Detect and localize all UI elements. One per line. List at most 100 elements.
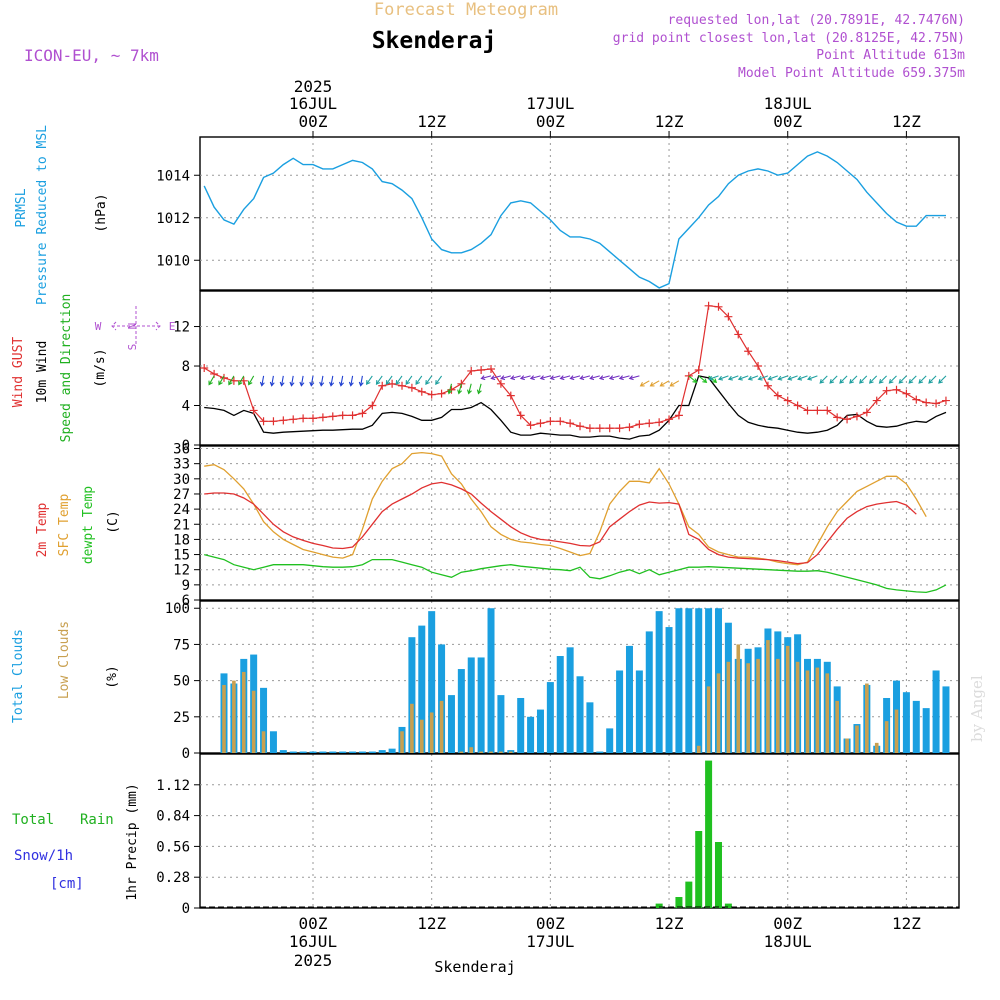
gust-marker xyxy=(922,398,931,407)
y-tick-label: 36 xyxy=(173,442,190,458)
low-cloud-bar xyxy=(429,712,434,753)
bottom-date-label: 16JUL xyxy=(289,932,337,951)
wind-direction-arrow xyxy=(447,383,453,395)
total-cloud-bar xyxy=(616,670,624,753)
total-cloud-bar xyxy=(625,645,633,753)
gust-marker xyxy=(862,408,871,417)
gust-marker xyxy=(773,391,782,400)
wind-direction-arrow xyxy=(618,375,630,381)
total-cloud-bar xyxy=(358,751,366,753)
low-cloud-bar xyxy=(815,667,820,753)
low-cloud-bar xyxy=(489,751,493,753)
low-cloud-bar xyxy=(410,703,414,753)
y-tick-label: 12 xyxy=(173,563,190,579)
gust-marker xyxy=(576,422,585,431)
wind-direction-arrow xyxy=(757,375,769,381)
gust-marker xyxy=(219,373,228,382)
gust-marker xyxy=(912,395,921,404)
gust-marker xyxy=(200,364,209,372)
wind-direction-arrow xyxy=(579,375,591,381)
gust-marker xyxy=(803,406,812,415)
wind-direction-arrow xyxy=(405,375,413,385)
gust-label: Wind GUST xyxy=(11,337,26,408)
gust-marker xyxy=(328,412,337,421)
y-tick-label: 25 xyxy=(173,710,190,726)
temp-2m-line xyxy=(204,481,917,565)
total-cloud-bar xyxy=(299,751,307,753)
total-cloud-bar xyxy=(309,751,317,753)
location-title: Skenderaj xyxy=(372,28,497,54)
y-tick-label: 1012 xyxy=(156,211,190,227)
sfc-label: SFC Temp xyxy=(57,494,72,557)
gust-marker xyxy=(674,411,683,420)
rain-bar xyxy=(705,760,713,908)
wind-direction-arrow xyxy=(819,375,828,384)
total-cloud-bar xyxy=(645,631,653,753)
wind-direction-arrow xyxy=(529,375,541,381)
gust-marker xyxy=(407,383,416,392)
gust-marker xyxy=(318,413,327,422)
prmsl-label: PRMSL xyxy=(14,188,29,227)
wind-direction-arrow xyxy=(598,375,610,381)
total-clouds-label: Total Clouds xyxy=(11,629,26,723)
wind-unit: (m/s) xyxy=(93,348,108,387)
wind-direction-arrow xyxy=(559,375,571,381)
panel-frame-2 xyxy=(199,290,960,446)
wind-direction-arrow xyxy=(375,375,383,385)
wind-direction-arrow xyxy=(777,375,788,381)
wind-direction-arrow xyxy=(839,375,848,384)
compass-s: S xyxy=(126,344,139,351)
low-cloud-bar xyxy=(776,658,780,753)
low-cloud-bar xyxy=(766,640,770,753)
plot-layer: 1010101210140481269121518212427303336025… xyxy=(156,77,960,970)
total-cloud-bar xyxy=(388,748,396,753)
gust-marker xyxy=(724,312,733,321)
y-tick-label: 1014 xyxy=(156,168,190,184)
bottom-time-label: 00Z xyxy=(536,914,565,933)
dewpoint-line xyxy=(204,553,947,594)
gust-marker xyxy=(496,379,505,388)
low-cloud-bar xyxy=(894,709,899,753)
low-cloud-bar xyxy=(499,751,503,753)
gust-marker xyxy=(299,414,308,423)
gust-marker xyxy=(249,406,258,415)
gust-marker xyxy=(516,411,525,420)
y-tick-label: 21 xyxy=(173,517,190,533)
low-cloud-bar xyxy=(874,742,879,753)
total-cloud-bar xyxy=(922,708,930,753)
model-label: ICON-EU, ~ 7km xyxy=(24,46,159,65)
y-tick-label: 18 xyxy=(173,532,190,548)
wind-direction-arrow xyxy=(358,375,364,387)
top-time-label: 00Z xyxy=(299,112,328,131)
compass-arrows xyxy=(111,306,161,346)
wind-direction-arrow xyxy=(639,380,650,387)
wind-direction-arrow xyxy=(248,375,255,386)
total-cloud-bar xyxy=(536,709,544,753)
wind-direction-arrow xyxy=(549,375,561,381)
gust-marker xyxy=(843,415,852,424)
rain-bar xyxy=(685,881,693,908)
low-cloud-bar xyxy=(726,661,731,753)
wind-direction-arrow xyxy=(878,375,887,384)
y-tick-label: 30 xyxy=(173,472,190,488)
gust-marker xyxy=(398,381,407,390)
bottom-year-label: 2025 xyxy=(294,951,333,970)
wind-direction-arrow xyxy=(898,375,907,384)
wind-direction-arrow xyxy=(698,375,708,383)
wind-direction-arrow xyxy=(928,375,937,384)
gust-marker xyxy=(259,417,268,426)
compass-w: W xyxy=(95,320,102,333)
gridpoint-coords: grid point closest lon,lat (20.8125E, 42… xyxy=(613,31,965,46)
gust-marker xyxy=(536,419,545,428)
wind-direction-arrow xyxy=(480,375,492,381)
gust-marker xyxy=(783,396,792,405)
panel-frame-5 xyxy=(199,753,960,909)
total-cloud-bar xyxy=(566,647,574,753)
top-year-label: 2025 xyxy=(294,77,333,96)
total-cloud-bar xyxy=(447,695,455,753)
wind-direction-arrow xyxy=(829,375,838,384)
gust-marker xyxy=(566,419,575,428)
gust-marker xyxy=(813,406,822,415)
gust-marker xyxy=(665,415,674,424)
wind-direction-arrow xyxy=(539,375,551,381)
